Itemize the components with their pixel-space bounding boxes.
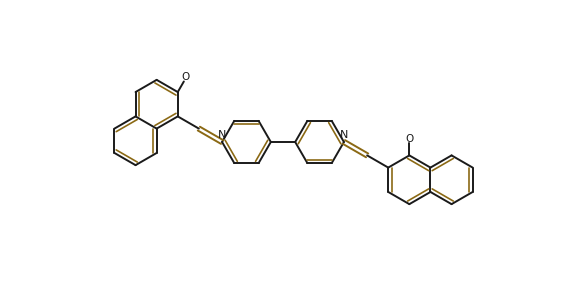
Text: N: N (340, 130, 348, 140)
Text: O: O (182, 72, 190, 82)
Text: N: N (218, 130, 226, 140)
Text: O: O (405, 133, 414, 143)
